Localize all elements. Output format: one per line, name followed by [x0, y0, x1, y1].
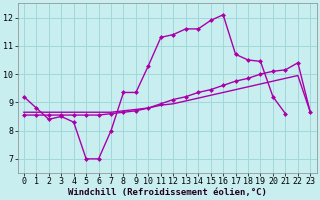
- X-axis label: Windchill (Refroidissement éolien,°C): Windchill (Refroidissement éolien,°C): [68, 188, 267, 197]
